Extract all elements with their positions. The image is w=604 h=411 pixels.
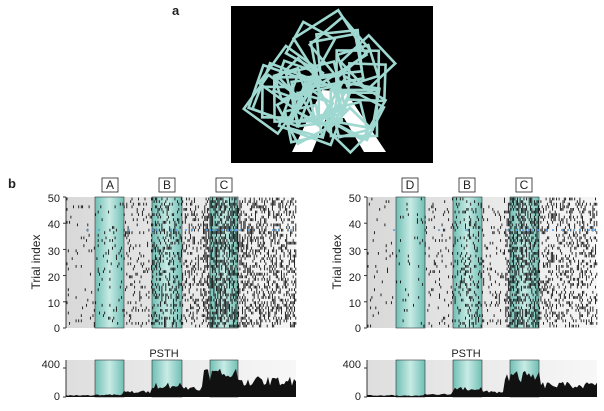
right-ylabel: Trial index (330, 235, 344, 290)
right-psth-title: PSTH (451, 348, 480, 360)
panel-a-letter: a (172, 3, 180, 18)
left-stim-label-1: A (106, 178, 114, 192)
left-ylabel: Trial index (29, 235, 43, 290)
right-stim-label-3: C (520, 178, 529, 192)
right-ytick-0: 0 (355, 323, 361, 335)
psth-histogram (367, 370, 597, 397)
psth-histogram (66, 368, 296, 397)
right-psth-labels: PSTH 400 0 (343, 348, 481, 403)
left-ytick-30: 30 (48, 246, 60, 258)
spike-ticks (367, 197, 598, 328)
left-stimulus-boxes: A B C (101, 177, 233, 193)
left-psth-title: PSTH (149, 348, 178, 360)
left-ytick-10: 10 (48, 298, 60, 310)
right-stim-label-1: D (406, 178, 415, 192)
stimulus-band (94, 196, 125, 329)
right-stim-label-2: B (463, 178, 471, 192)
left-ytick-20: 20 (48, 272, 60, 284)
left-yaxis-labels: 50 40 30 20 10 0 Trial index (29, 193, 60, 335)
stimulus-band (395, 196, 426, 329)
right-ytick-20: 20 (349, 272, 361, 284)
left-psth-labels: PSTH 400 0 (42, 348, 179, 403)
left-ytick-50: 50 (48, 193, 60, 205)
right-ytick-40: 40 (349, 219, 361, 231)
right-stimulus-boxes: D B C (401, 177, 533, 193)
right-yaxis-labels: 50 40 30 20 10 0 Trial index (330, 193, 361, 335)
right-psth-ytick-400: 400 (343, 359, 361, 371)
psth-stimulus-band (94, 359, 125, 398)
left-ytick-40: 40 (48, 219, 60, 231)
raster-left (63, 196, 297, 398)
panel-b-letter: b (8, 176, 16, 191)
right-ytick-30: 30 (349, 246, 361, 258)
left-ytick-0: 0 (54, 323, 60, 335)
right-psth-ytick-0: 0 (355, 391, 361, 403)
spike-ticks (66, 197, 297, 328)
left-stim-label-3: C (220, 178, 229, 192)
left-psth-ytick-400: 400 (42, 359, 60, 371)
right-ytick-50: 50 (349, 193, 361, 205)
raster-right (364, 196, 598, 398)
left-psth-ytick-0: 0 (54, 391, 60, 403)
left-stim-label-2: B (163, 178, 171, 192)
right-ytick-10: 10 (349, 298, 361, 310)
psth-stimulus-band (395, 359, 426, 398)
